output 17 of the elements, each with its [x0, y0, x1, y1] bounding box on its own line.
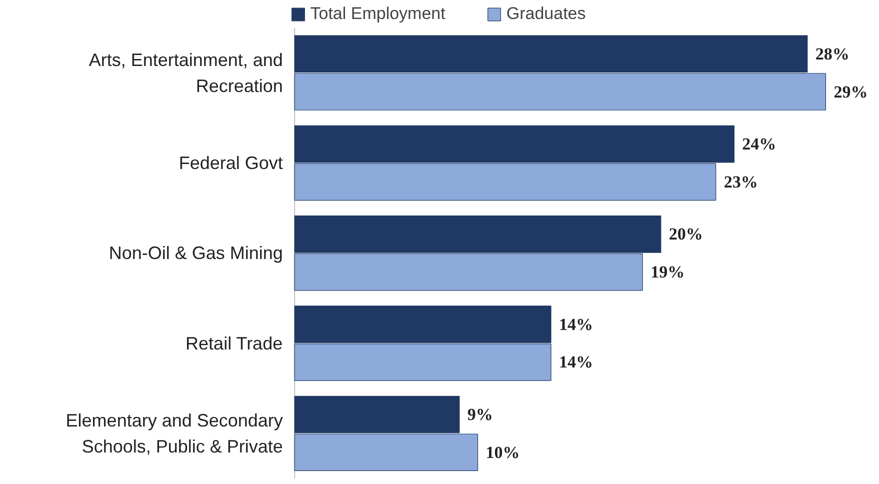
data-label: 14% — [558, 352, 593, 372]
data-label: 14% — [558, 314, 593, 334]
data-label: 24% — [742, 134, 776, 154]
y-tick-label: Non-Oil & Gas Mining — [108, 243, 283, 264]
y-tick-label: Retail Trade — [186, 333, 283, 354]
data-label: 9% — [467, 404, 493, 424]
y-tick-label: Elementary and Secondary Schools, Public & Private — [66, 410, 283, 456]
legend-label: Graduates — [506, 4, 586, 24]
legend-label: Total Employment — [310, 4, 446, 24]
data-label: 19% — [650, 262, 685, 282]
data-label: 10% — [486, 442, 520, 462]
y-tick-label: Federal Govt — [178, 152, 283, 173]
data-label: 20% — [668, 224, 703, 244]
data-label: 29% — [834, 82, 868, 102]
data-label: 28% — [815, 44, 850, 64]
y-tick-label: Arts, Entertainment, and Recreation — [88, 50, 283, 96]
data-label: 23% — [724, 172, 758, 192]
